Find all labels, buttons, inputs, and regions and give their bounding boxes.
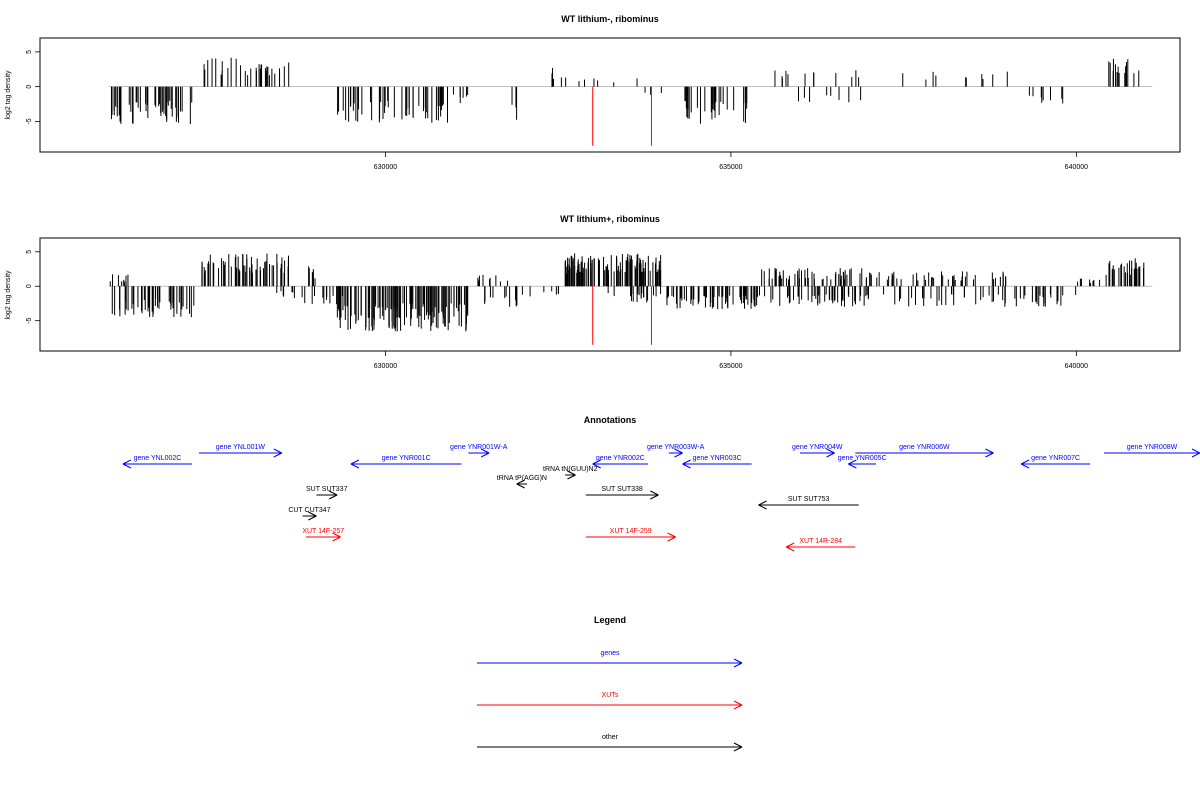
feature-label: gene YNL002C xyxy=(134,455,182,462)
feature-arrow xyxy=(516,479,528,489)
feature-label: SUT SUT338 xyxy=(601,486,643,493)
feature-label: gene YNR002C xyxy=(596,455,645,462)
legend-arrow xyxy=(477,658,743,668)
y-tick-label: 5 xyxy=(26,50,33,54)
annotations-title: Annotations xyxy=(584,415,637,425)
plot-frame xyxy=(39,237,1181,352)
legend-title: Legend xyxy=(594,615,626,625)
feature-label: SUT SUT337 xyxy=(306,486,348,493)
feature-label: gene YNR003W-A xyxy=(647,444,705,451)
feature-label: gene YNR008W xyxy=(1127,444,1178,451)
feature-label: SUT SUT753 xyxy=(788,496,830,503)
legend-panel: Legend genes XUTs other xyxy=(477,615,743,752)
feature-arrow xyxy=(785,542,856,552)
feature-label: gene YNR007C xyxy=(1031,455,1080,462)
feature-label: gene YNR001W-A xyxy=(450,444,508,451)
legend-label: XUTs xyxy=(602,692,619,699)
feature-arrow xyxy=(302,511,317,521)
feature-arrow xyxy=(198,448,283,458)
feature-label: XUT 14R-284 xyxy=(799,538,842,545)
feature-arrow xyxy=(306,532,341,542)
feature-label: gene YNR004W xyxy=(792,444,843,451)
panel-title: WT lithium+, ribominus xyxy=(560,214,660,224)
y-axis-label: log2 tag density xyxy=(5,70,12,120)
feature-label: gene YNR003C xyxy=(693,455,742,462)
legend-label: genes xyxy=(600,650,620,657)
legend-arrow xyxy=(477,700,743,710)
feature-arrow xyxy=(592,459,648,469)
feature-label: XUT 14F-259 xyxy=(610,528,652,535)
feature-arrow xyxy=(350,459,462,469)
feature-label: gene YNL001W xyxy=(216,444,266,451)
feature-label: gene YNR005C xyxy=(838,455,887,462)
feature-label: tRNA tP(AGG)N xyxy=(497,475,547,482)
track-panel-lithium-plus: WT lithium+, ribominus log2 tag density … xyxy=(5,214,1181,370)
feature-arrow xyxy=(848,459,876,469)
legend-arrow xyxy=(477,742,743,752)
feature-arrow xyxy=(468,448,490,458)
plot-frame xyxy=(39,37,1181,153)
x-tick-label: 630000 xyxy=(374,164,397,171)
feature-arrow xyxy=(585,490,659,500)
feature-arrow xyxy=(1020,459,1091,469)
feature-arrow xyxy=(565,470,576,480)
feature-arrow xyxy=(1104,448,1200,458)
y-tick-label: 5 xyxy=(26,250,33,254)
x-tick-label: 630000 xyxy=(374,363,397,370)
panel-title: WT lithium-, ribominus xyxy=(561,14,659,24)
x-axis: 630000 635000 640000 xyxy=(374,152,1088,171)
feature-arrow xyxy=(668,448,683,458)
feature-label: CUT CUT347 xyxy=(288,507,330,514)
feature-arrow xyxy=(122,459,192,469)
feature-label: gene YNR001C xyxy=(382,455,431,462)
y-tick-label: 0 xyxy=(26,85,33,89)
y-axis-label: log2 tag density xyxy=(5,270,12,320)
y-tick-label: -5 xyxy=(26,317,33,323)
feature-label: tRNA tN(GUU)N2 xyxy=(543,466,598,473)
y-tick-label: 0 xyxy=(26,284,33,288)
bar-group xyxy=(109,57,1153,125)
x-tick-label: 635000 xyxy=(719,363,742,370)
highlight-group xyxy=(592,286,652,345)
feature-arrow xyxy=(316,490,338,500)
y-axis: 5 0 -5 xyxy=(26,50,40,125)
highlight-group xyxy=(592,86,652,146)
track-panel-lithium-minus: WT lithium-, ribominus log2 tag density … xyxy=(5,14,1181,171)
feature-arrow xyxy=(585,532,676,542)
x-tick-label: 640000 xyxy=(1065,164,1088,171)
legend-label: other xyxy=(602,734,619,741)
x-tick-label: 640000 xyxy=(1065,363,1088,370)
y-axis: 5 0 -5 xyxy=(26,250,40,324)
feature-arrow xyxy=(800,448,835,458)
x-axis: 630000 635000 640000 xyxy=(374,351,1088,370)
feature-label: gene YNR006W xyxy=(899,444,950,451)
bar-group xyxy=(109,253,1153,332)
feature-arrow xyxy=(682,459,752,469)
feature-label: XUT 14F-257 xyxy=(302,528,344,535)
feature-arrow xyxy=(758,500,859,510)
y-tick-label: -5 xyxy=(26,118,33,124)
legend-item-group: genes XUTs other xyxy=(477,650,743,752)
feature-arrow xyxy=(855,448,994,458)
x-tick-label: 635000 xyxy=(719,164,742,171)
feature-group: gene YNL002C gene YNL001W gene YNR001C gene… xyxy=(122,444,1200,552)
